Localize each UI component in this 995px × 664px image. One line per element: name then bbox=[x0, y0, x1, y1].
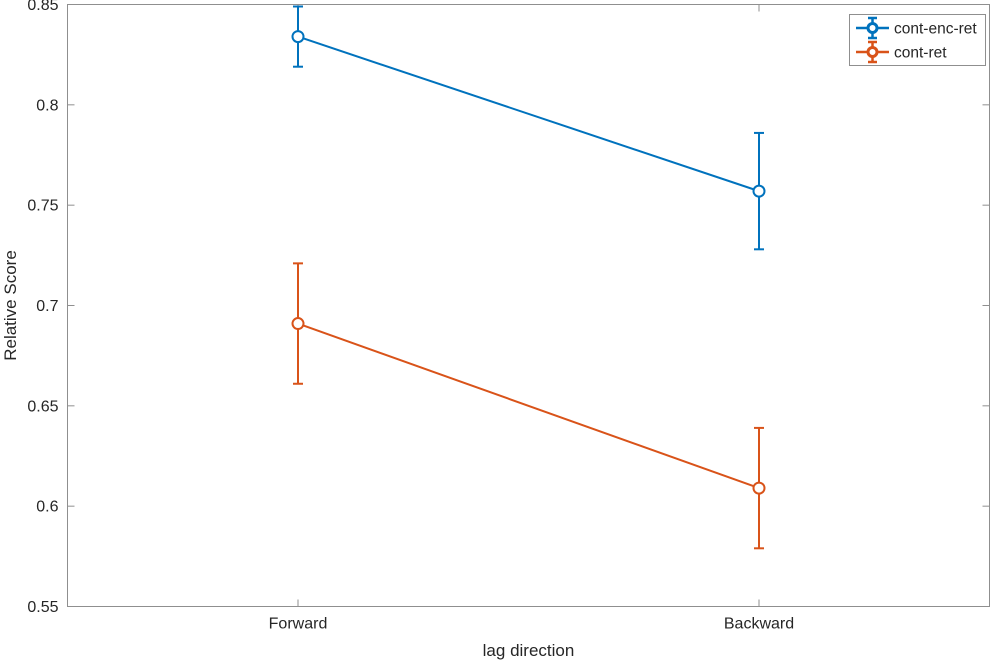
y-axis: 0.55 0.6 0.65 0.7 0.75 0.8 0.85 bbox=[27, 0, 990, 616]
x-tick-label: Forward bbox=[269, 616, 328, 633]
data-point-marker bbox=[291, 30, 305, 44]
legend-label: cont-enc-ret bbox=[894, 21, 977, 38]
series-line bbox=[297, 35, 760, 193]
y-axis-label: Relative Score bbox=[1, 250, 20, 361]
series-cont-enc-ret bbox=[291, 5, 766, 251]
series-cont-ret bbox=[291, 262, 766, 550]
series-line bbox=[297, 322, 760, 490]
y-tick-label: 0.6 bbox=[36, 499, 58, 516]
x-tick-label: Backward bbox=[724, 616, 794, 633]
legend-marker-sample bbox=[866, 46, 879, 58]
series-layer bbox=[291, 5, 766, 550]
x-axis-label: lag direction bbox=[483, 641, 575, 660]
y-tick-label: 0.65 bbox=[27, 398, 58, 415]
data-point-marker bbox=[752, 184, 766, 198]
x-axis: Forward Backward bbox=[269, 4, 794, 633]
legend-entry: cont-enc-ret bbox=[856, 16, 977, 40]
legend-entry: cont-ret bbox=[856, 40, 947, 64]
y-tick-label: 0.85 bbox=[27, 0, 58, 14]
plot-area bbox=[67, 4, 990, 607]
legend-label: cont-ret bbox=[894, 45, 947, 62]
data-point-marker bbox=[752, 481, 766, 495]
y-tick-label: 0.7 bbox=[36, 298, 58, 315]
legend-marker-sample bbox=[866, 22, 879, 34]
y-tick-label: 0.55 bbox=[27, 599, 58, 616]
y-tick-label: 0.75 bbox=[27, 198, 58, 215]
data-point-marker bbox=[291, 317, 305, 331]
legend: cont-enc-ret cont-ret bbox=[849, 14, 986, 66]
y-tick-label: 0.8 bbox=[36, 97, 58, 114]
